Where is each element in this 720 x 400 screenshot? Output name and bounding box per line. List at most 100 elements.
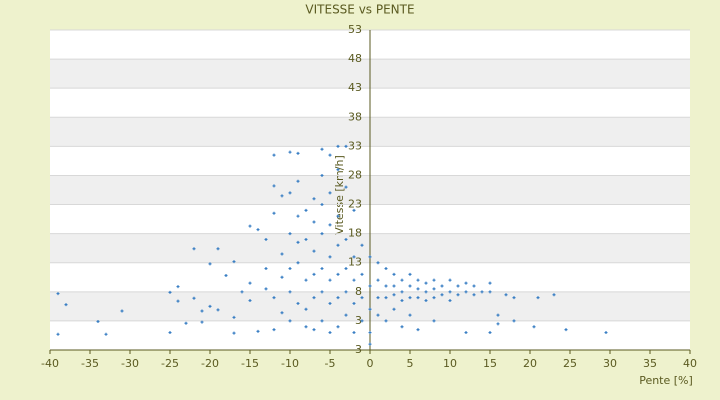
point bbox=[264, 237, 268, 241]
point bbox=[376, 313, 380, 317]
point bbox=[512, 319, 516, 323]
point bbox=[304, 325, 308, 329]
x-tick-label: -35 bbox=[81, 357, 99, 370]
point bbox=[464, 331, 468, 335]
point bbox=[248, 299, 252, 303]
x-tick-label: -30 bbox=[121, 357, 139, 370]
point bbox=[368, 342, 372, 346]
point bbox=[512, 296, 516, 300]
point bbox=[360, 272, 364, 276]
point bbox=[432, 287, 436, 291]
point bbox=[272, 211, 276, 215]
point bbox=[408, 296, 412, 300]
x-tick-label: 40 bbox=[683, 357, 697, 370]
point bbox=[304, 278, 308, 282]
point bbox=[368, 284, 372, 288]
point bbox=[344, 144, 348, 148]
point bbox=[480, 290, 484, 294]
y-tick-label: 38 bbox=[348, 110, 362, 123]
point bbox=[168, 331, 172, 335]
x-axis-title: Pente [%] bbox=[639, 374, 693, 387]
point bbox=[320, 147, 324, 151]
point bbox=[376, 278, 380, 282]
point bbox=[448, 299, 452, 303]
point bbox=[272, 328, 276, 332]
point bbox=[248, 224, 252, 228]
point bbox=[312, 220, 316, 224]
point bbox=[304, 208, 308, 212]
point bbox=[280, 194, 284, 198]
point bbox=[440, 293, 444, 297]
x-tick-label: 5 bbox=[407, 357, 414, 370]
point bbox=[440, 284, 444, 288]
point bbox=[336, 168, 340, 172]
point bbox=[264, 267, 268, 271]
point bbox=[200, 320, 204, 324]
point bbox=[328, 191, 332, 195]
point bbox=[184, 321, 188, 325]
point bbox=[192, 296, 196, 300]
y-tick-label: 33 bbox=[348, 139, 362, 152]
x-tick-label: 15 bbox=[483, 357, 497, 370]
point bbox=[320, 319, 324, 323]
point bbox=[320, 290, 324, 294]
point bbox=[532, 325, 536, 329]
point bbox=[280, 252, 284, 256]
point bbox=[328, 301, 332, 305]
point bbox=[240, 290, 244, 294]
point bbox=[344, 237, 348, 241]
point bbox=[104, 332, 108, 336]
point bbox=[328, 255, 332, 259]
point bbox=[488, 331, 492, 335]
point bbox=[320, 267, 324, 271]
point bbox=[392, 272, 396, 276]
point bbox=[344, 313, 348, 317]
y-tick-label: 3 bbox=[355, 314, 362, 327]
point bbox=[288, 319, 292, 323]
point bbox=[432, 319, 436, 323]
point bbox=[432, 296, 436, 300]
y-tick-label: 28 bbox=[348, 168, 362, 181]
point bbox=[408, 272, 412, 276]
point bbox=[416, 287, 420, 291]
point bbox=[328, 331, 332, 335]
point bbox=[176, 299, 180, 303]
point bbox=[256, 329, 260, 333]
point bbox=[312, 272, 316, 276]
point bbox=[408, 313, 412, 317]
point bbox=[288, 191, 292, 195]
point bbox=[352, 255, 356, 259]
point bbox=[384, 284, 388, 288]
point bbox=[328, 153, 332, 157]
point bbox=[488, 281, 492, 285]
point bbox=[424, 281, 428, 285]
point bbox=[496, 313, 500, 317]
point bbox=[416, 328, 420, 332]
point bbox=[352, 301, 356, 305]
point bbox=[472, 293, 476, 297]
point bbox=[312, 296, 316, 300]
point bbox=[448, 290, 452, 294]
point bbox=[344, 290, 348, 294]
y-tick-label: 43 bbox=[348, 81, 362, 94]
point bbox=[168, 290, 172, 294]
point bbox=[344, 185, 348, 189]
point bbox=[176, 285, 180, 289]
point bbox=[56, 292, 60, 296]
point bbox=[432, 278, 436, 282]
y-axis-title: Vitesse [km/h] bbox=[333, 155, 346, 235]
point bbox=[296, 179, 300, 183]
y-tick-label: 48 bbox=[348, 52, 362, 65]
x-tick-label: -5 bbox=[325, 357, 336, 370]
point bbox=[216, 247, 220, 251]
point bbox=[304, 307, 308, 311]
point bbox=[208, 304, 212, 308]
point bbox=[304, 237, 308, 241]
point bbox=[408, 284, 412, 288]
point bbox=[320, 232, 324, 236]
point bbox=[296, 214, 300, 218]
point bbox=[400, 290, 404, 294]
point bbox=[392, 284, 396, 288]
point bbox=[296, 261, 300, 265]
point bbox=[368, 307, 372, 311]
